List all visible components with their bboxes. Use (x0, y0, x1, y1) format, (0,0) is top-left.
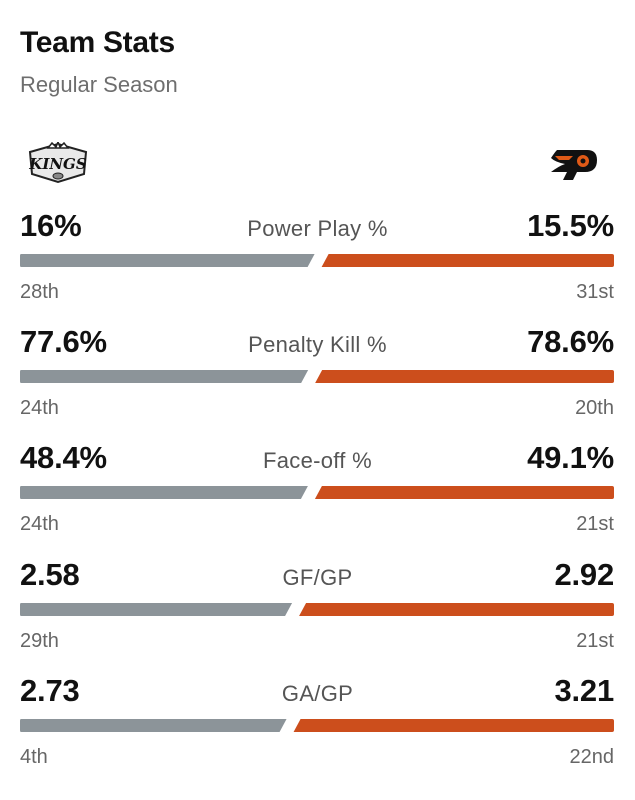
comparison-bar (20, 486, 614, 499)
stat-label: GF/GP (282, 565, 353, 590)
right-team-rank: 21st (576, 630, 614, 652)
stat-row: 2.73 GA/GP 3.21 4th 22nd (0, 673, 635, 789)
comparison-bar (20, 719, 614, 732)
right-team-value: 78.6% (527, 324, 614, 359)
left-team-value: 16% (20, 208, 82, 243)
stat-label: GA/GP (281, 681, 354, 706)
right-team-value: 49.1% (527, 440, 614, 475)
stat-label: Power Play % (247, 216, 388, 241)
left-team-value: 77.6% (20, 324, 107, 359)
kings-logo-text: KINGS (28, 155, 87, 173)
right-team-rank: 20th (575, 397, 614, 419)
right-team-value: 3.21 (554, 673, 614, 708)
stat-row: 48.4% Face-off % 49.1% 24th 21st (0, 440, 635, 556)
page-title: Team Stats (20, 26, 175, 59)
stat-label: Penalty Kill % (248, 332, 387, 357)
right-team-rank: 31st (576, 281, 614, 303)
comparison-bar (20, 254, 614, 267)
right-team-value: 2.92 (554, 557, 614, 592)
la-kings-logo-icon: KINGS (26, 139, 90, 184)
right-team-bar (314, 486, 614, 499)
stat-row: 2.58 GF/GP 2.92 29th 21st (0, 557, 635, 673)
right-team-bar (293, 719, 614, 732)
stat-label: Face-off % (263, 448, 372, 473)
left-team-bar (20, 254, 315, 267)
left-team-rank: 24th (20, 397, 59, 419)
left-team-rank: 24th (20, 513, 59, 535)
right-team-rank: 22nd (569, 746, 615, 768)
comparison-bar (20, 603, 614, 616)
left-team-rank: 4th (20, 746, 48, 768)
stat-row: 77.6% Penalty Kill % 78.6% 24th 20th (0, 324, 635, 440)
right-team-value: 15.5% (527, 208, 614, 243)
left-team-bar (20, 370, 309, 383)
right-team-rank: 21st (576, 513, 614, 535)
left-team-bar (20, 603, 293, 616)
right-team-bar (315, 370, 614, 383)
left-team-value: 48.4% (20, 440, 107, 475)
left-team-value: 2.58 (20, 557, 80, 592)
left-team-value: 2.73 (20, 673, 80, 708)
left-team-bar (20, 719, 287, 732)
stat-row: 16% Power Play % 15.5% 28th 31st (0, 208, 635, 324)
flyers-logo-icon (549, 146, 599, 182)
left-team-bar (20, 486, 308, 499)
left-team-rank: 29th (20, 630, 59, 652)
right-team-bar (321, 254, 614, 267)
left-team-rank: 28th (20, 281, 59, 303)
comparison-bar (20, 370, 614, 383)
right-team-bar (299, 603, 614, 616)
page-subtitle: Regular Season (20, 72, 178, 97)
